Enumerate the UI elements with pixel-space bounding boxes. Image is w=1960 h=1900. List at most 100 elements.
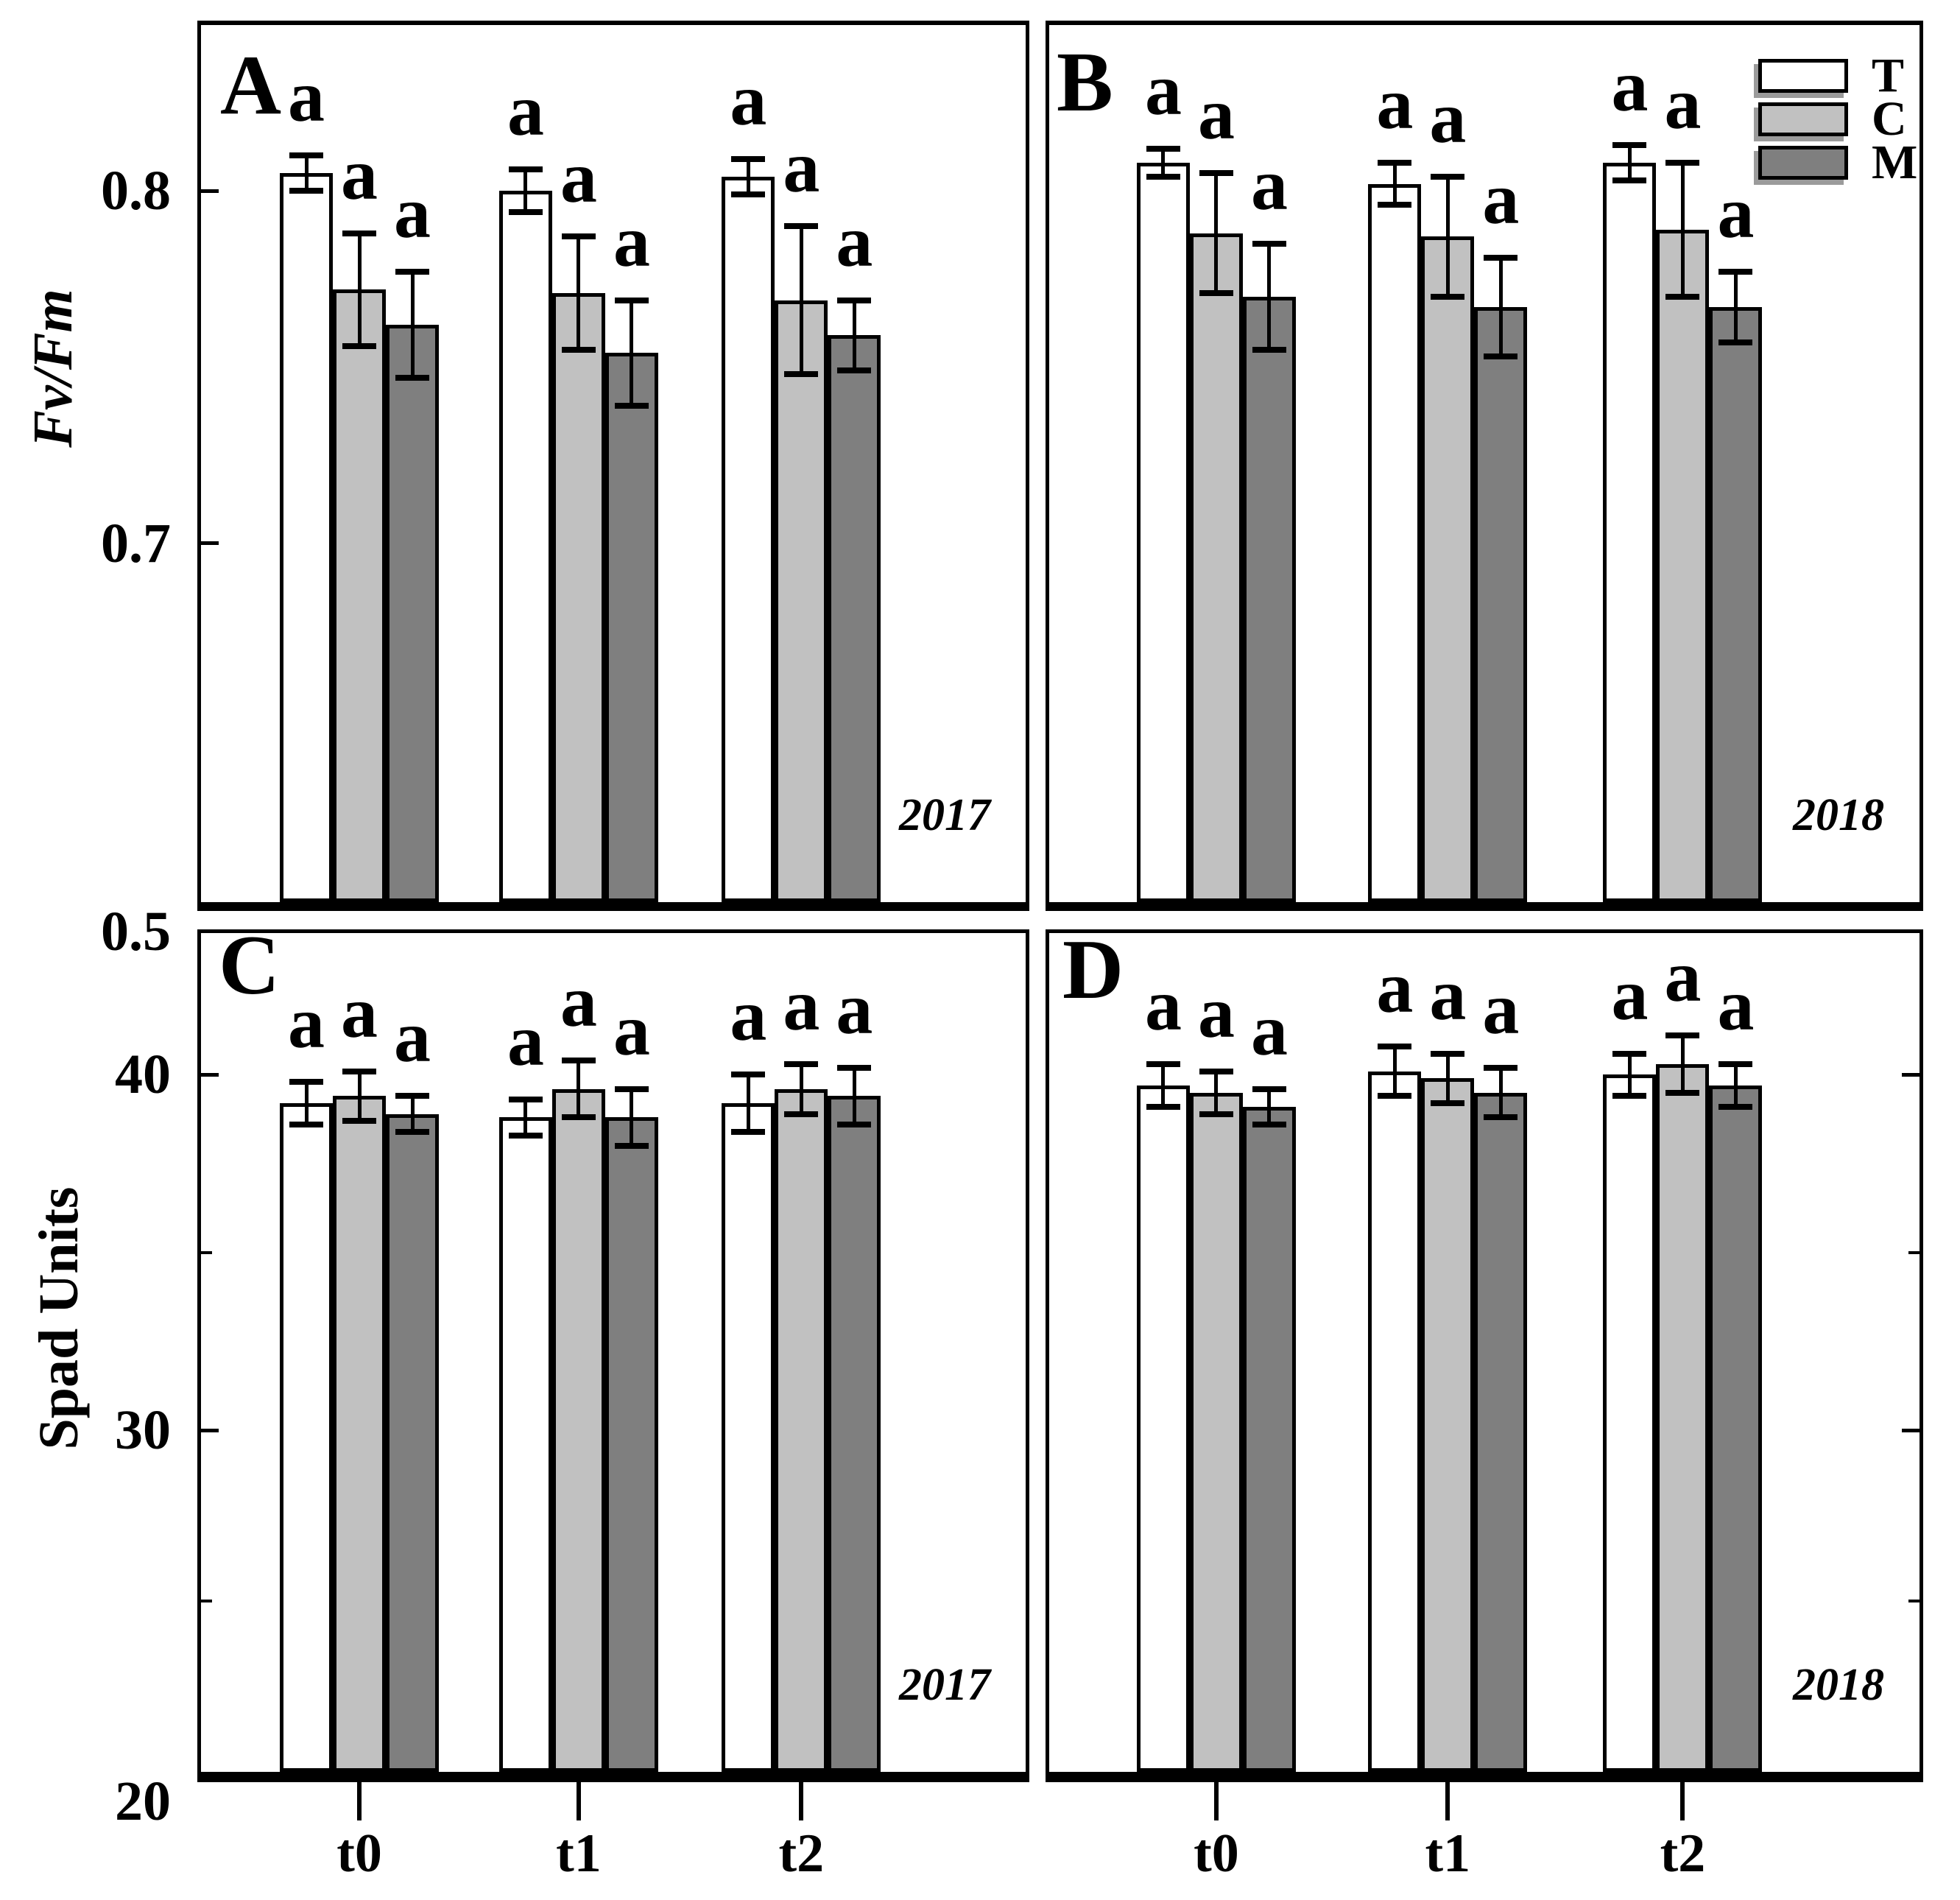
- sig-letter: a: [1376, 946, 1414, 1028]
- error-bar: [1392, 162, 1397, 205]
- bar-A-t2-T: [722, 176, 775, 902]
- error-cap-bottom: [1252, 1122, 1286, 1128]
- error-bar: [630, 1088, 634, 1147]
- error-cap-top: [784, 222, 819, 229]
- error-cap-top: [508, 166, 543, 173]
- error-cap-top: [1484, 1064, 1518, 1071]
- legend-swatch-c: [1758, 102, 1848, 136]
- error-bar: [852, 1067, 856, 1125]
- sig-letter: a: [730, 974, 767, 1057]
- y-tick-label: 30: [115, 1399, 171, 1462]
- error-bar: [1627, 1053, 1632, 1097]
- legend: T C M: [1758, 52, 1917, 191]
- bar-A-t0-M: [386, 325, 440, 902]
- legend-label-t: T: [1872, 49, 1905, 102]
- x-tick-label: t2: [1660, 1823, 1706, 1884]
- error-cap-bottom: [289, 188, 324, 194]
- bar-B-t2-M: [1709, 307, 1763, 902]
- sig-letter: a: [1197, 73, 1235, 155]
- panel-letter-a: A: [220, 38, 282, 132]
- sig-letter: a: [730, 59, 767, 141]
- bar-C-t2-T: [722, 1103, 775, 1772]
- error-bar: [410, 272, 415, 378]
- error-bar: [1267, 243, 1272, 350]
- error-bar: [746, 1074, 750, 1132]
- error-bar: [577, 1060, 581, 1118]
- error-bar: [357, 1071, 362, 1122]
- legend-item-m: M: [1758, 138, 1917, 187]
- error-cap-top: [1252, 240, 1286, 247]
- error-bar: [1627, 144, 1632, 180]
- y-tick-label: 0.5: [101, 901, 171, 963]
- legend-label-c: C: [1872, 92, 1907, 146]
- sig-letter: a: [1250, 988, 1288, 1071]
- error-cap-bottom: [1718, 339, 1753, 345]
- bar-B-t2-C: [1656, 229, 1710, 902]
- year-label: 2018: [1793, 790, 1884, 840]
- panel-letter-c: C: [219, 918, 281, 1012]
- sig-letter: a: [394, 172, 431, 254]
- y-tick: [201, 1072, 219, 1077]
- error-cap-top: [508, 1097, 543, 1103]
- error-cap-top: [289, 152, 324, 159]
- bar-D-t2-T: [1603, 1074, 1657, 1772]
- sig-letter: a: [1611, 44, 1649, 127]
- error-cap-top: [1199, 170, 1233, 177]
- bar-A-t1-C: [551, 292, 605, 902]
- bar-A-t1-T: [498, 191, 552, 902]
- x-tick: [799, 1782, 804, 1820]
- sig-letter: a: [613, 988, 650, 1071]
- error-cap-top: [1146, 1061, 1180, 1067]
- bar-D-t0-C: [1189, 1092, 1243, 1772]
- sig-letter: a: [560, 960, 597, 1043]
- bar-D-t1-M: [1474, 1092, 1528, 1772]
- error-bar: [304, 1082, 309, 1125]
- error-cap-top: [731, 1072, 766, 1078]
- sig-letter: a: [1144, 48, 1182, 130]
- sig-letter: a: [394, 996, 431, 1078]
- error-cap-top: [1718, 1061, 1753, 1067]
- bar-B-t1-C: [1421, 236, 1475, 902]
- y-minor-tick: [1908, 1250, 1920, 1254]
- error-bar: [799, 1064, 803, 1114]
- error-bar: [1214, 1071, 1219, 1114]
- sig-letter: a: [1197, 971, 1235, 1053]
- error-cap-bottom: [1612, 177, 1647, 183]
- bar-C-t1-C: [551, 1088, 605, 1772]
- year-label: 2018: [1793, 1660, 1884, 1710]
- error-cap-top: [1378, 159, 1412, 166]
- bar-C-t0-C: [333, 1096, 387, 1772]
- error-bar: [1498, 1067, 1503, 1118]
- error-cap-bottom: [1199, 289, 1233, 296]
- y-tick: [1902, 1072, 1920, 1077]
- error-cap-top: [1665, 159, 1700, 166]
- panel-a: A 2017 a a a a a a a a a: [197, 21, 1029, 911]
- error-cap-top: [395, 1093, 430, 1099]
- bar-D-t0-M: [1242, 1106, 1296, 1772]
- sig-letter: a: [1376, 62, 1414, 144]
- error-cap-top: [342, 1068, 377, 1074]
- bar-C-t0-M: [386, 1113, 440, 1772]
- sig-letter: a: [560, 136, 597, 219]
- error-bar: [1680, 1035, 1685, 1093]
- error-cap-bottom: [614, 1143, 649, 1150]
- panel-letter-b: B: [1057, 35, 1113, 129]
- error-cap-top: [1665, 1032, 1700, 1039]
- error-cap-top: [837, 297, 872, 303]
- y-tick: [201, 1428, 219, 1432]
- error-cap-bottom: [1665, 293, 1700, 300]
- year-label: 2017: [899, 790, 990, 840]
- y-tick: [201, 541, 219, 546]
- x-tick-label: t0: [1194, 1823, 1239, 1884]
- error-cap-bottom: [342, 342, 377, 349]
- y-tick: [201, 189, 219, 193]
- y-tick-label: 40: [115, 1044, 171, 1106]
- bar-B-t0-M: [1242, 296, 1296, 902]
- bar-B-t2-T: [1603, 162, 1657, 902]
- sig-letter: a: [1429, 76, 1467, 158]
- y-axis-title-fvfm: Fv/Fm: [22, 289, 84, 448]
- error-cap-bottom: [837, 1122, 872, 1128]
- error-cap-bottom: [508, 208, 543, 215]
- error-bar: [1214, 173, 1219, 293]
- x-tick-label: t1: [556, 1823, 602, 1884]
